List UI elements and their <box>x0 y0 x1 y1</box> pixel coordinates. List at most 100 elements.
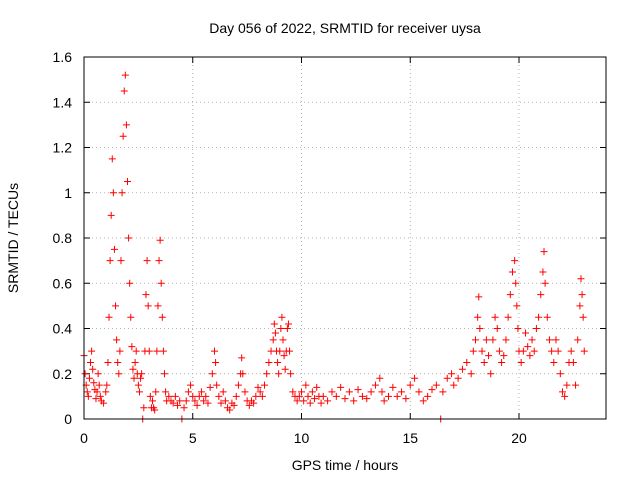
data-point <box>241 388 249 396</box>
data-point <box>100 399 108 407</box>
data-point <box>105 313 113 321</box>
grid-lines <box>84 57 606 419</box>
data-point <box>107 211 115 219</box>
data-point <box>491 313 499 321</box>
data-point <box>157 279 165 287</box>
data-point <box>245 401 253 409</box>
data-point <box>500 352 508 360</box>
data-point <box>385 392 392 400</box>
data-point <box>215 392 223 400</box>
data-point <box>572 381 580 389</box>
data-point <box>514 325 522 332</box>
data-point <box>184 388 192 396</box>
data-point <box>250 399 258 407</box>
data-point <box>406 381 414 389</box>
data-point <box>232 392 240 400</box>
data-point <box>114 358 122 366</box>
data-point <box>140 404 148 412</box>
data-point <box>153 347 161 355</box>
data-point <box>576 302 584 310</box>
data-point <box>358 392 366 400</box>
data-point <box>284 320 292 328</box>
data-point <box>151 406 159 414</box>
data-point <box>502 336 510 344</box>
data-point <box>475 293 483 301</box>
data-point <box>402 395 410 403</box>
data-point <box>277 325 285 332</box>
data-point <box>443 374 451 382</box>
data-point <box>102 388 110 396</box>
data-point <box>454 374 462 382</box>
y-tick-label: 0.4 <box>53 321 73 337</box>
y-tick-label: 1 <box>64 185 72 201</box>
data-point <box>302 381 310 389</box>
data-point <box>378 388 386 396</box>
data-point <box>469 347 477 355</box>
data-point <box>577 275 585 283</box>
data-point <box>254 383 262 391</box>
data-point <box>155 257 163 265</box>
data-point <box>332 392 340 400</box>
data-point <box>117 257 125 265</box>
data-point <box>96 392 104 400</box>
y-tick-label: 0.6 <box>53 275 73 291</box>
data-point <box>88 347 96 355</box>
data-point <box>162 388 170 396</box>
data-point <box>195 392 203 400</box>
data-point <box>522 329 530 337</box>
data-point <box>152 388 160 396</box>
data-point <box>341 395 349 403</box>
data-point <box>261 381 269 389</box>
data-point <box>279 336 287 344</box>
data-point <box>256 388 264 396</box>
data-point <box>287 370 295 378</box>
data-point <box>154 302 162 310</box>
data-point <box>545 336 553 344</box>
data-point <box>439 388 447 396</box>
y-tick-label: 0.8 <box>53 230 73 246</box>
data-point <box>103 381 111 389</box>
data-point <box>258 392 266 400</box>
data-point <box>313 383 321 391</box>
data-point <box>127 313 135 321</box>
data-point <box>472 336 479 344</box>
data-point <box>513 302 521 310</box>
data-point <box>165 392 173 400</box>
data-point <box>311 395 319 403</box>
data-point <box>134 381 142 389</box>
data-point <box>263 370 271 378</box>
data-point <box>274 358 282 366</box>
data-point <box>561 392 569 400</box>
data-point <box>131 358 139 366</box>
data-point <box>367 388 375 396</box>
data-point <box>458 365 466 373</box>
data-point <box>574 336 582 344</box>
data-point <box>135 388 143 396</box>
data-point <box>371 381 379 389</box>
data-point <box>508 268 516 276</box>
data-point <box>156 236 164 244</box>
data-point <box>376 374 384 382</box>
data-point <box>112 302 120 310</box>
data-point <box>304 392 312 400</box>
data-point <box>306 399 314 407</box>
data-point <box>532 325 540 332</box>
data-point <box>84 392 92 400</box>
data-point <box>213 381 221 389</box>
data-point <box>94 370 102 378</box>
data-point <box>528 336 536 344</box>
data-point <box>132 347 140 355</box>
data-point <box>197 388 205 396</box>
data-point <box>535 313 543 321</box>
data-point <box>92 395 100 403</box>
data-point <box>270 320 278 328</box>
y-tick-label: 0.2 <box>53 366 73 382</box>
data-point <box>169 399 177 407</box>
data-point <box>145 347 153 355</box>
data-point <box>121 71 129 79</box>
data-point <box>230 401 238 409</box>
data-point <box>171 392 179 400</box>
data-point <box>189 392 197 400</box>
